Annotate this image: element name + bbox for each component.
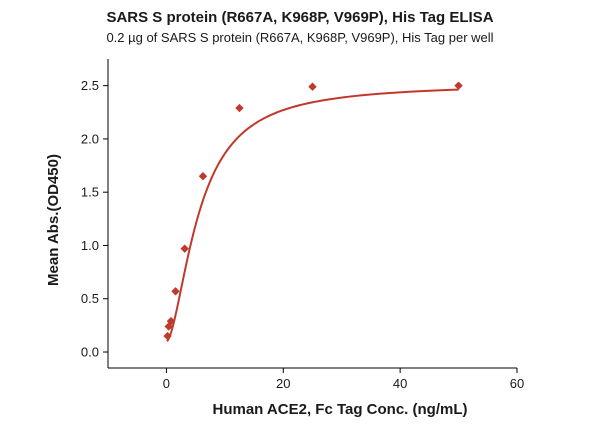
axes	[107, 59, 517, 369]
data-point	[166, 316, 176, 326]
y-tick-label: 0.0	[81, 345, 99, 360]
y-tick-label: 2.0	[81, 131, 99, 146]
data-point	[454, 81, 463, 90]
x-ticks: 0 20 40 60	[163, 368, 524, 391]
x-tick-label: 0	[163, 376, 170, 391]
data-point	[198, 172, 208, 181]
data-point	[171, 287, 180, 296]
y-tick-label: 0.5	[81, 291, 99, 306]
y-tick-label: 1.5	[81, 185, 99, 200]
y-tick-label: 2.5	[81, 78, 99, 93]
chart-title: SARS S protein (R667A, K968P, V969P), Hi…	[106, 9, 493, 26]
data-points	[163, 81, 463, 341]
x-tick-label: 20	[276, 376, 290, 391]
y-ticks: 0.0 0.5 1.0 1.5 2.0 2.5	[81, 78, 108, 360]
data-point	[235, 103, 244, 113]
data-point	[180, 244, 189, 253]
x-tick-label: 40	[393, 376, 407, 391]
data-point	[308, 82, 317, 91]
fit-curve	[166, 88, 459, 342]
y-axis-label: Mean Abs.(OD450)	[45, 154, 62, 286]
x-tick-label: 60	[510, 376, 524, 391]
data-point	[163, 331, 172, 341]
y-tick-label: 1.0	[81, 238, 99, 253]
x-axis-label: Human ACE2, Fc Tag Conc. (ng/mL)	[212, 401, 467, 418]
chart-subtitle: 0.2 µg of SARS S protein (R667A, K968P, …	[106, 30, 493, 45]
